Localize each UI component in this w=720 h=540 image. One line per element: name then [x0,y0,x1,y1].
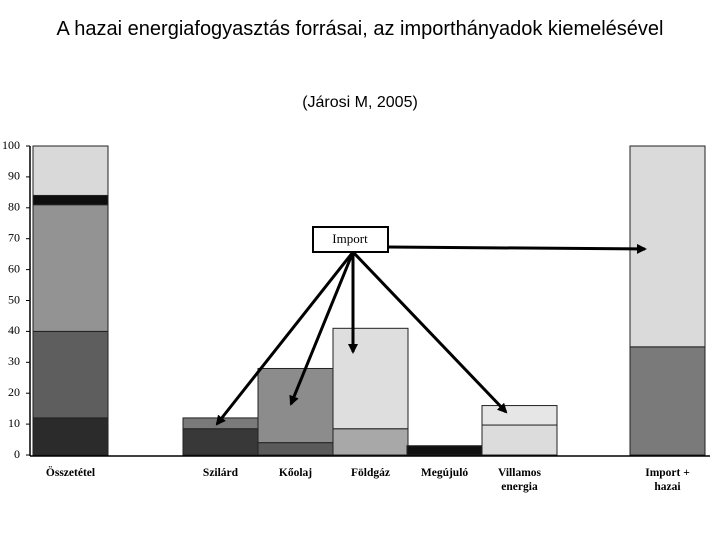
y-tick-label: 0 [14,447,20,461]
bar-segment [332,327,409,430]
bar-segment [32,194,109,206]
arrow [387,243,647,254]
bar-segment [32,417,109,456]
bar-segment [481,405,558,426]
arrow [215,251,355,426]
bar-segment [257,442,334,456]
y-tick-label: 40 [8,323,20,337]
x-tick-label: Szilárd [202,467,239,479]
x-tick-label: Megújuló [420,467,469,479]
bar-segment [182,428,259,456]
bar-segment [629,346,706,456]
bar-segment [32,204,109,332]
y-tick-label: 100 [2,138,20,152]
bar-segment [629,145,706,348]
annotation-box [312,226,389,253]
x-tick-label: Villamos energia [497,467,542,493]
bar-segment [332,428,409,456]
y-tick-label: 90 [8,169,20,183]
bar-segment [406,445,483,456]
bars [32,145,706,456]
chart-title: A hazai energiafogyasztás forrásai, az i… [56,18,664,40]
chart-subtitle: (Járosi M, 2005) [302,94,418,111]
arrow [289,251,355,406]
bar-segment [481,424,558,456]
arrow [351,250,508,414]
x-tick-label: Földgáz [351,467,390,479]
bar-segment [32,145,109,196]
x-tick-label: Összetétel [45,467,96,479]
y-tick-label: 30 [8,354,20,368]
x-tick-label: Import + hazai [645,467,690,493]
y-tick-label: 50 [8,292,20,306]
bar-segment [257,367,334,444]
y-tick-label: 70 [8,230,20,244]
y-tick-label: 10 [8,416,20,430]
annotation: Import [332,231,368,246]
bar-segment [32,330,109,419]
y-tick-label: 60 [8,261,20,275]
arrows [215,243,647,426]
y-tick-label: 80 [8,200,20,214]
x-tick-label: Kőolaj [278,467,313,479]
y-tick-label: 20 [8,385,20,399]
